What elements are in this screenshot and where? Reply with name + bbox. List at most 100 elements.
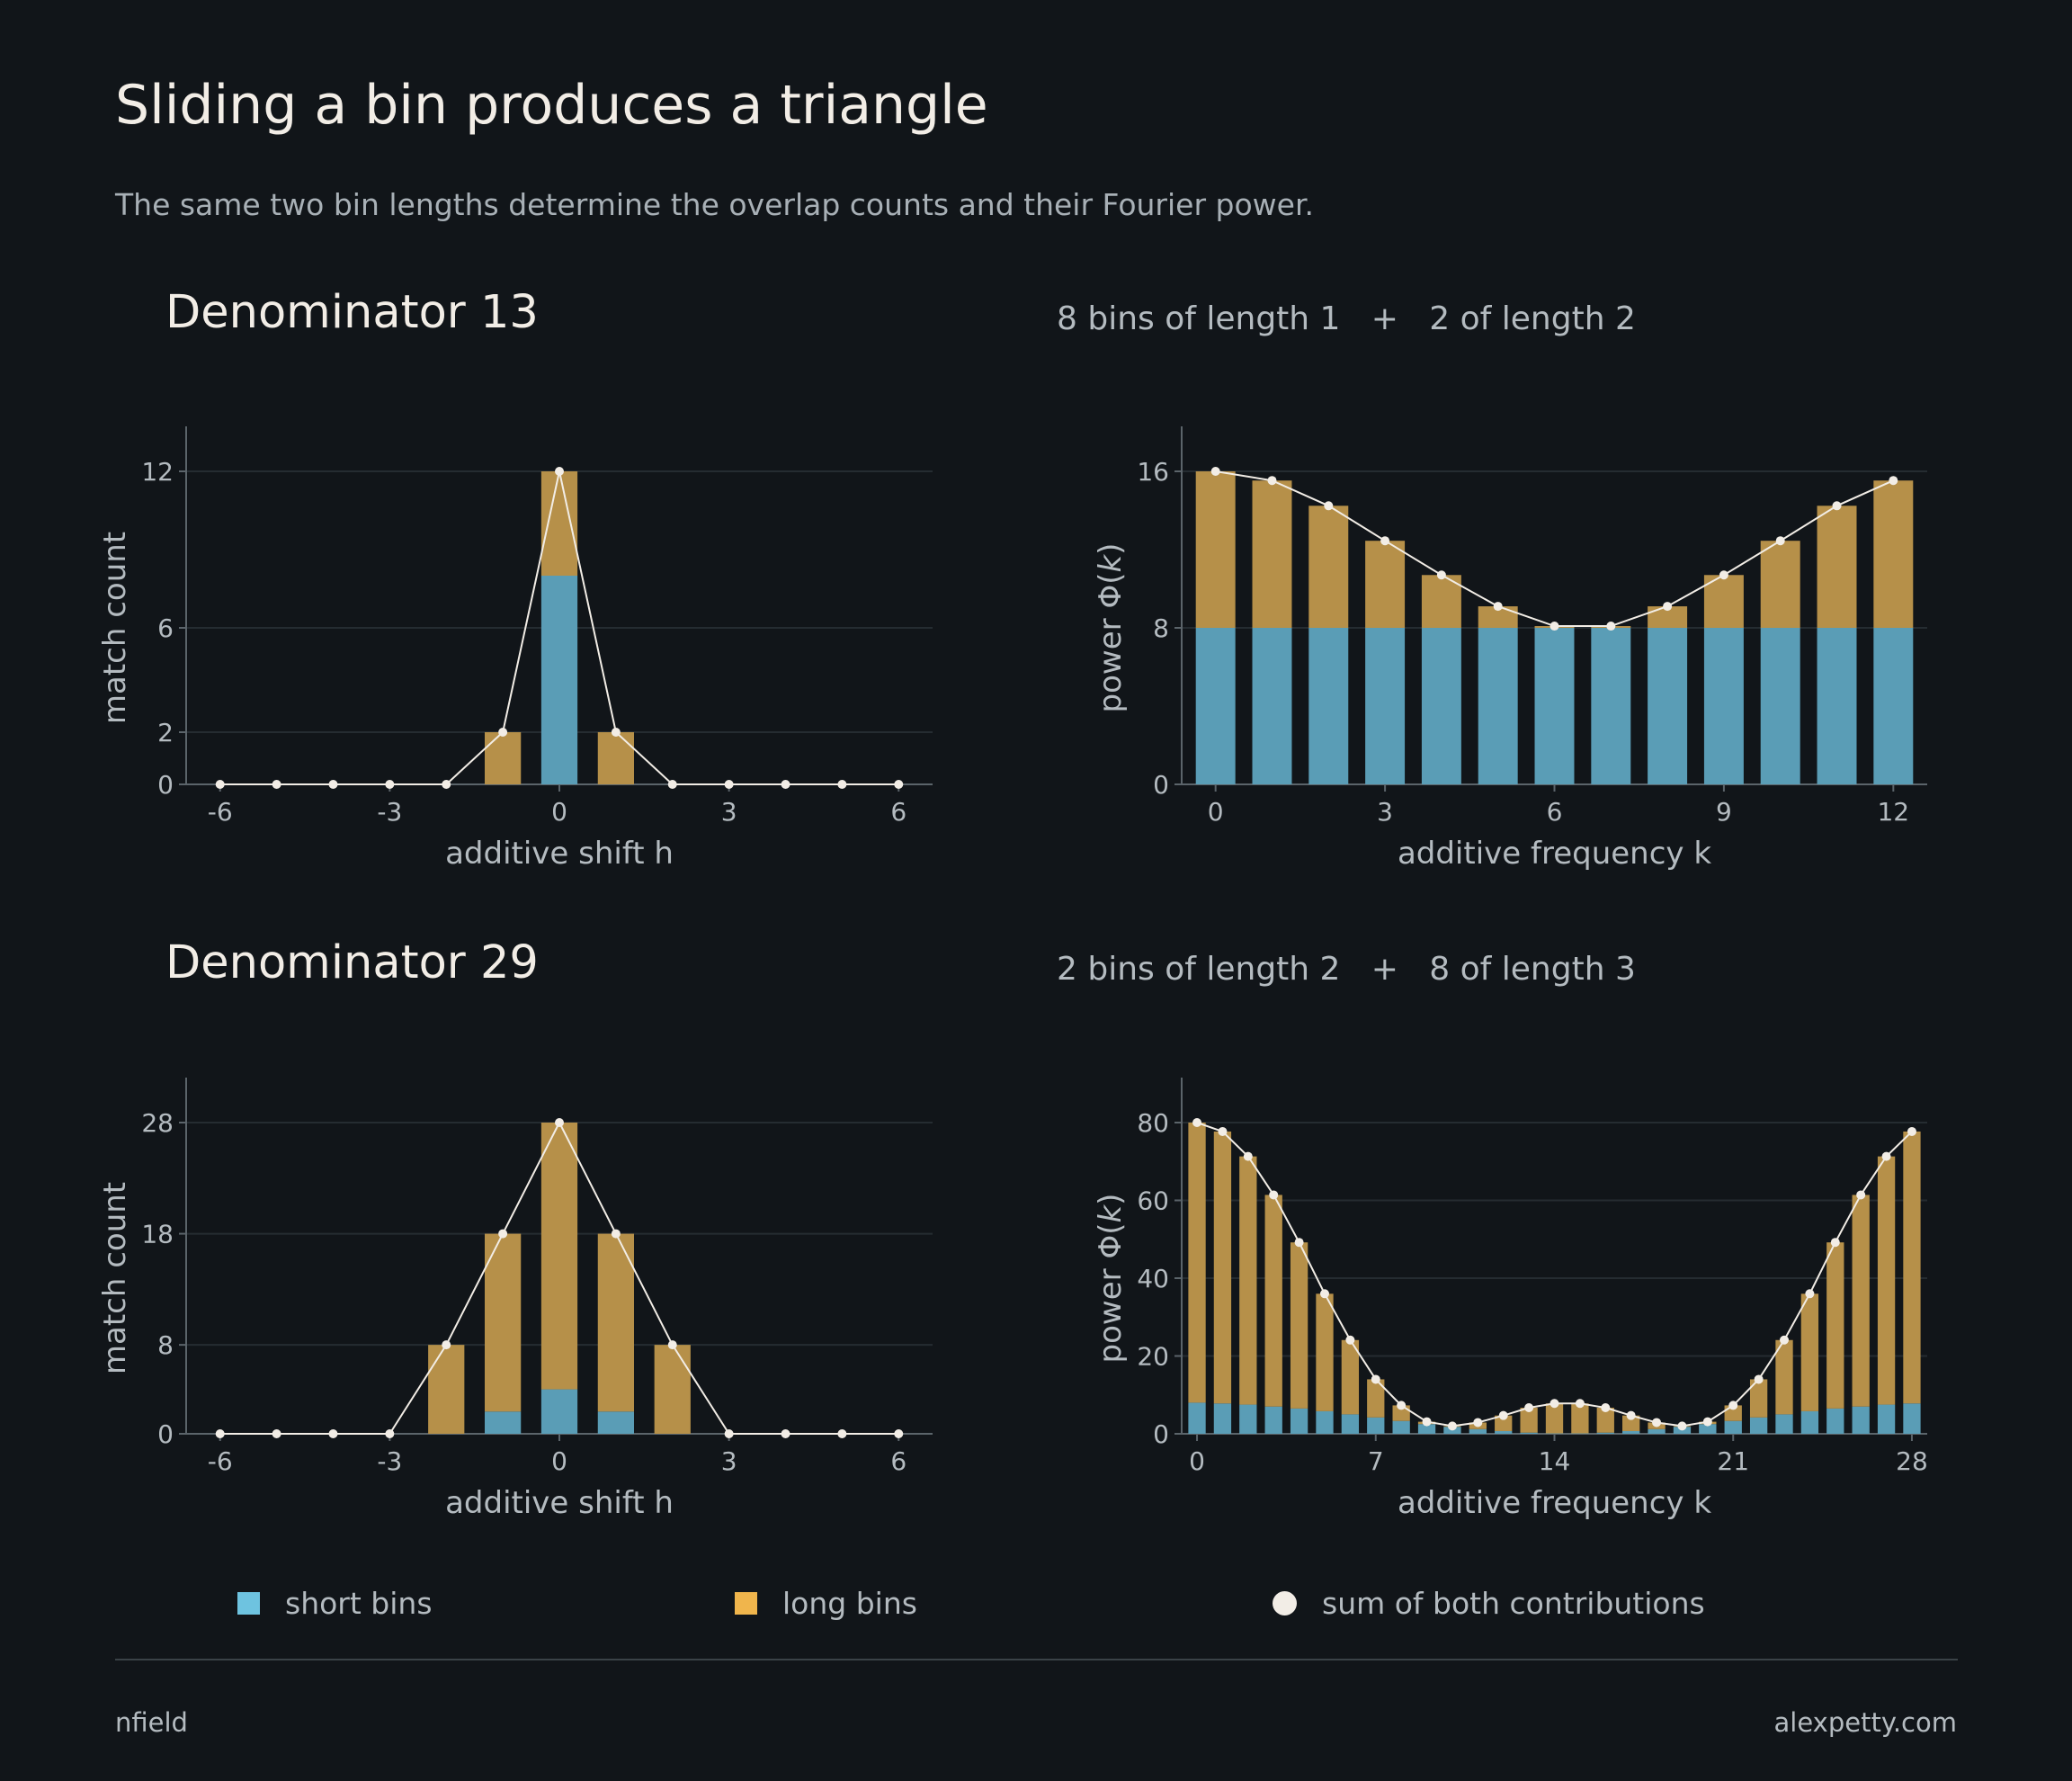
chart-4-bar-short-7 — [1367, 1417, 1385, 1434]
chart-3-sum-point-0 — [215, 1429, 225, 1438]
chart-4-sum-point-25 — [1830, 1238, 1840, 1248]
chart-3-sum-point-10 — [781, 1429, 790, 1438]
chart-1: 0 2 6 12 -6 -3 0 3 6 additive shift h match count — [97, 426, 933, 872]
row-2-title: Denominator 29 — [165, 936, 539, 989]
chart-4-bar-short-16 — [1596, 1432, 1614, 1434]
chart-4-ytick-label-4: 80 — [1137, 1108, 1169, 1138]
chart-3-ytick-label-3: 28 — [141, 1108, 174, 1138]
legend-sum-label: sum of both contributions — [1322, 1585, 1705, 1621]
chart-4-sum-point-18 — [1652, 1418, 1662, 1427]
chart-2-sum-point-9 — [1719, 570, 1728, 580]
chart-3-sum-point-1 — [272, 1429, 281, 1438]
chart-4-sum-point-6 — [1345, 1335, 1355, 1345]
page-subtitle: The same two bin lengths determine the o… — [115, 187, 1314, 222]
chart-2-sum-point-12 — [1889, 476, 1898, 486]
row-1-subtitle: 8 bins of length 1 + 2 of length 2 — [1057, 300, 1636, 337]
chart-4-ylabel: power Φ(k) — [1093, 1194, 1129, 1364]
chart-3-sum-point-12 — [894, 1429, 904, 1438]
chart-1-sum-point-9 — [724, 780, 734, 789]
chart-4-bar-short-17 — [1622, 1430, 1640, 1434]
chart-3-ylabel: match count — [97, 1182, 133, 1374]
chart-4-sum-point-28 — [1907, 1126, 1916, 1136]
chart-3-bar-long-5 — [485, 1233, 522, 1412]
chart-4-bar-long-21 — [1724, 1405, 1742, 1421]
chart-2-sum-point-8 — [1663, 602, 1673, 612]
chart-4-bar-short-2 — [1239, 1404, 1257, 1434]
legend-long-swatch — [735, 1591, 757, 1615]
chart-4: 0 20 40 60 80 0 7 14 21 28 additive frequency k pow… — [1093, 1078, 1928, 1521]
chart-2-ytick-label-0: 0 — [1153, 770, 1169, 800]
chart-4-sum-point-27 — [1881, 1151, 1891, 1161]
chart-1-bar-long-6 — [540, 471, 578, 576]
chart-3-bar-short-5 — [485, 1411, 522, 1434]
chart-4-bar-short-1 — [1213, 1403, 1232, 1434]
chart-1-sum-point-7 — [611, 728, 621, 737]
chart-4-xtick-label-3: 21 — [1717, 1446, 1749, 1476]
chart-3-ytick-label-2: 18 — [141, 1220, 174, 1249]
chart-1-ytick-label-1: 2 — [157, 718, 174, 747]
chart-4-sum-point-16 — [1601, 1403, 1611, 1413]
chart-2-bar-short-3 — [1365, 628, 1406, 784]
chart-4-bar-short-18 — [1648, 1428, 1666, 1434]
chart-1-sum-point-2 — [328, 780, 338, 789]
chart-4-sum-point-2 — [1243, 1151, 1253, 1161]
chart-3-bar-long-6 — [540, 1123, 578, 1390]
chart-4-bar-short-23 — [1775, 1414, 1793, 1434]
chart-3-bar-short-7 — [597, 1411, 634, 1434]
chart-2-sum-point-3 — [1380, 536, 1390, 546]
chart-4-bar-long-2 — [1239, 1156, 1257, 1405]
chart-4-sum-point-26 — [1856, 1190, 1866, 1200]
chart-4-bar-long-14 — [1545, 1403, 1564, 1434]
chart-2-bar-short-7 — [1591, 628, 1631, 784]
chart-4-sum-point-10 — [1447, 1421, 1457, 1431]
chart-1-sum-point-11 — [837, 780, 847, 789]
chart-4-bar-short-8 — [1392, 1420, 1410, 1434]
chart-2-bar-short-9 — [1703, 628, 1744, 784]
chart-1-sum-point-0 — [215, 780, 225, 789]
chart-1-ylabel: match count — [97, 532, 133, 724]
legend-short: short bins — [237, 1585, 433, 1621]
chart-4-bar-short-9 — [1417, 1424, 1436, 1434]
chart-2-sum-point-11 — [1832, 501, 1842, 511]
legend-short-label: short bins — [285, 1585, 433, 1621]
chart-1-sum-point-5 — [498, 728, 508, 737]
chart-4-sum-point-4 — [1294, 1238, 1304, 1248]
chart-3-sum-point-9 — [724, 1429, 734, 1438]
chart-4-bar-long-23 — [1775, 1339, 1793, 1415]
chart-2-ylabel-part-1: k — [1093, 554, 1129, 573]
chart-3-xtick-label-1: -3 — [377, 1446, 402, 1476]
chart-2: 0 8 16 0 3 6 9 12 additive frequency k power Φ(k) — [1093, 426, 1927, 872]
chart-3-bar-long-4 — [428, 1345, 465, 1434]
chart-2-ytick-label-2: 16 — [1137, 457, 1169, 487]
chart-4-sum-point-5 — [1319, 1289, 1329, 1299]
chart-4-bar-short-26 — [1852, 1406, 1870, 1434]
chart-4-sum-point-20 — [1702, 1417, 1712, 1427]
chart-2-bar-short-6 — [1534, 628, 1575, 784]
chart-4-xtick-label-1: 7 — [1368, 1446, 1384, 1476]
chart-4-bar-long-16 — [1596, 1408, 1614, 1433]
chart-3-xlabel: additive shift h — [445, 1485, 674, 1521]
chart-4-bar-short-20 — [1699, 1424, 1717, 1434]
chart-3-bar-short-6 — [540, 1389, 578, 1434]
chart-4-sum-point-14 — [1550, 1399, 1559, 1409]
chart-4-bar-long-24 — [1800, 1293, 1819, 1411]
chart-1-xtick-label-4: 6 — [890, 797, 906, 827]
chart-3-xtick-label-3: 3 — [721, 1446, 737, 1476]
chart-4-bar-short-24 — [1800, 1410, 1819, 1434]
chart-3-sum-point-11 — [837, 1429, 847, 1438]
chart-2-xtick-label-3: 9 — [1716, 797, 1732, 827]
row-2-subtitle: 2 bins of length 2 + 8 of length 3 — [1057, 951, 1636, 988]
chart-2-bar-short-2 — [1308, 628, 1349, 784]
chart-4-sum-point-19 — [1677, 1421, 1687, 1431]
chart-3-sum-point-7 — [611, 1229, 621, 1239]
chart-4-bar-short-6 — [1341, 1414, 1360, 1434]
chart-3-ytick-label-0: 0 — [157, 1419, 174, 1449]
chart-2-bar-short-8 — [1648, 628, 1688, 784]
chart-1-xtick-label-1: -3 — [377, 797, 402, 827]
legend-long: long bins — [735, 1585, 917, 1621]
chart-4-ylabel-part-2: ) — [1093, 1194, 1129, 1205]
chart-4-sum-point-23 — [1780, 1335, 1790, 1345]
chart-3-sum-point-4 — [442, 1340, 451, 1350]
chart-4-sum-point-8 — [1397, 1401, 1407, 1410]
